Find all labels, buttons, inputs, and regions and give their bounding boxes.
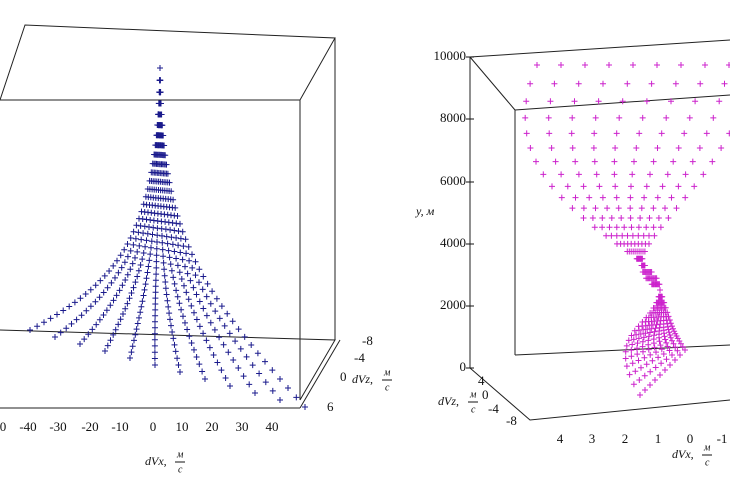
curves [27, 62, 730, 410]
cone-curve [157, 65, 233, 389]
x-tick-label: 0 [687, 431, 694, 446]
x-tick-label: 10 [176, 419, 189, 434]
unit-den: с [178, 464, 183, 475]
y-tick-label: 6000 [440, 173, 466, 188]
x-tick-label: 40 [266, 419, 279, 434]
x-tick-label: -20 [81, 419, 98, 434]
x-tick-label: -30 [49, 419, 66, 434]
box-top [469, 39, 730, 58]
x-tick-label: 4 [557, 431, 564, 446]
z-tick-label: 4 [478, 373, 485, 388]
unit-num: м [703, 442, 711, 453]
z-tick-label: -8 [506, 413, 517, 428]
z-tick-label: 0 [340, 369, 347, 384]
cone-curve [102, 65, 163, 354]
unit-num: м [383, 367, 391, 378]
axis-label: dVz, [438, 394, 459, 408]
x-tick-label: 30 [236, 419, 249, 434]
cone-curve [52, 65, 163, 340]
z-tick-label: 6 [327, 399, 334, 414]
x-tick-label: 0 [0, 419, 6, 434]
cone-curve [157, 65, 258, 396]
box-edge [469, 56, 516, 111]
cone-curve [77, 65, 163, 347]
unit-den: с [705, 457, 710, 468]
unit-num: м [469, 389, 477, 400]
x-tick-label: -1 [717, 431, 728, 446]
z-tick-label: -4 [354, 350, 365, 365]
z-tick-label: 0 [482, 387, 489, 402]
unit-den: с [385, 382, 390, 393]
box-bottom [469, 367, 730, 421]
y-tick-label: 4000 [440, 235, 466, 250]
cone-curve [157, 65, 308, 410]
right-box [469, 39, 730, 421]
axis-label: dVx, [145, 454, 167, 468]
unit-num: м [176, 449, 184, 460]
box-bottom [0, 329, 336, 401]
box-top [0, 24, 336, 101]
x-tick-label: -40 [19, 419, 36, 434]
y-tick-label: 2000 [440, 297, 466, 312]
z-axis [299, 339, 341, 409]
axis-label: dVx, [672, 447, 694, 461]
y-tick-label: 10000 [434, 48, 467, 63]
y-tick-label: 0 [460, 359, 467, 374]
x-tick-label: 20 [206, 419, 219, 434]
z-tick-label: -8 [362, 333, 373, 348]
x-tick-label: 0 [150, 419, 157, 434]
box-bottom [514, 344, 730, 356]
x-tick-label: 3 [589, 431, 596, 446]
y-axis-label: y, м [415, 204, 435, 218]
cone-curve [27, 65, 163, 333]
z-tick-label: -4 [488, 401, 499, 416]
x-tick-label: 2 [622, 431, 629, 446]
y-tick-label: 8000 [440, 110, 466, 125]
trajectory [522, 62, 663, 398]
x-tick-label: -10 [111, 419, 128, 434]
trajectory [638, 130, 730, 353]
unit-den: с [471, 404, 476, 415]
left-box [0, 24, 341, 409]
x-tick-label: 1 [655, 431, 662, 446]
axis-label: dVz, [352, 372, 373, 386]
